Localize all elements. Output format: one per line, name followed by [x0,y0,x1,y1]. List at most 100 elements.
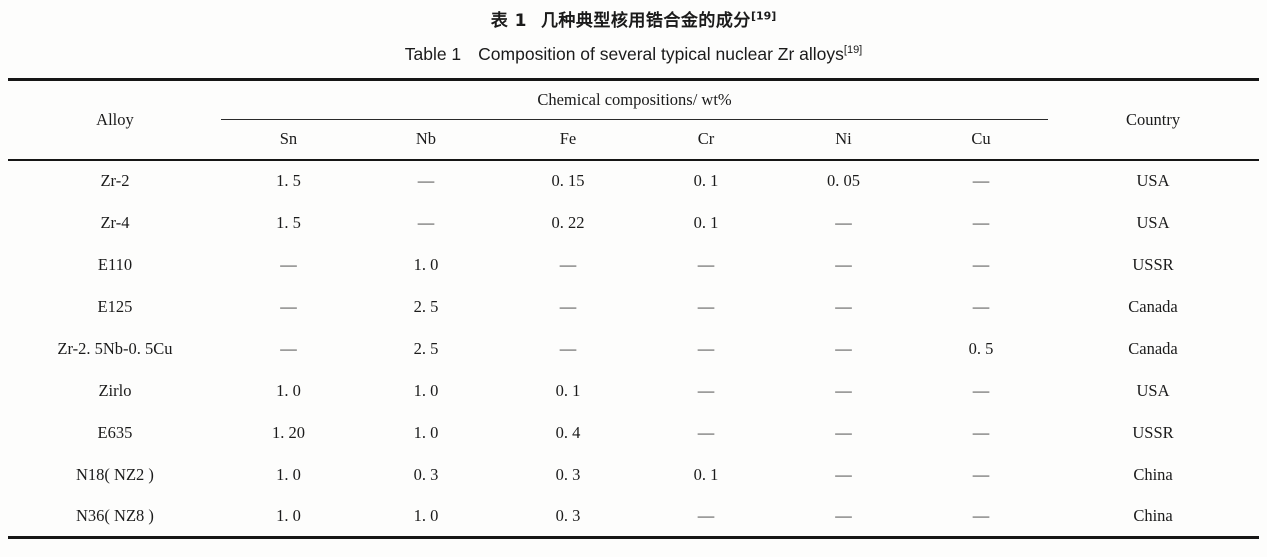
country-cell: Canada [1128,296,1178,316]
composition-value-cell: — [835,380,852,400]
composition-value-cell: — [559,296,577,316]
composition-value-cell: 1. 20 [271,422,305,442]
table-caption-chinese: 表 1 几种典型核用锆合金的成分[19] [0,0,1267,33]
table-row: Zr-4 1. 5 — 0. 22 0. 1 — — USA [8,202,1258,244]
alloy-composition-table: Alloy Chemical compositions/ wt% Country… [8,78,1259,539]
table-header: Alloy Chemical compositions/ wt% Country… [8,79,1259,161]
composition-value-cell: 0. 1 [693,171,719,190]
col-header-alloy: Alloy [8,79,222,161]
table-row: E110 — 1. 0 — — — — USSR [8,244,1258,286]
composition-value-cell: — [972,171,990,190]
composition-value-cell: — [697,380,715,400]
table-number-cn: 表 1 [490,11,527,31]
alloy-name-cell: Zr-4 [100,212,130,232]
col-header-nb: Nb [355,119,497,161]
table-row: N18( NZ2 ) 1. 0 0. 3 0. 3 0. 1 — — China [8,454,1258,496]
composition-value-cell: 2. 5 [413,338,439,358]
col-header-fe: Fe [496,119,640,161]
col-header-sn: Sn [221,119,356,161]
composition-value-cell: — [972,422,990,442]
composition-value-cell: — [972,254,990,274]
composition-value-cell: 0. 22 [551,212,585,232]
composition-value-cell: 0. 1 [693,212,719,232]
country-cell: China [1133,464,1173,484]
table-caption-english: Table 1 Composition of several typical nu… [0,43,1267,66]
composition-value-cell: 1. 0 [276,464,301,484]
header-row-elements: Sn Nb Fe Cr Ni Cu [8,119,1258,161]
table-number-en: Table 1 [404,44,462,64]
col-group-header-chemical-compositions: Chemical compositions/ wt% [221,79,1048,120]
country-cell: USSR [1132,254,1174,274]
composition-value-cell: — [972,505,990,525]
composition-value-cell: — [280,338,297,358]
composition-value-cell: — [697,505,715,525]
composition-value-cell: — [972,380,990,400]
composition-value-cell: 0. 4 [555,422,581,442]
composition-value-cell: 1. 0 [413,422,439,442]
composition-value-cell: — [280,254,297,274]
composition-value-cell: — [697,254,715,274]
composition-value-cell: 1. 5 [276,171,301,190]
col-header-cu: Cu [914,119,1048,161]
composition-value-cell: — [280,296,297,316]
table-row: Zr-2. 5Nb-0. 5Cu — 2. 5 — — — 0. 5 Canada [8,328,1258,370]
composition-value-cell: — [697,422,715,442]
composition-value-cell: — [835,296,852,316]
table-title-cn: 几种典型核用锆合金的成分 [540,11,751,31]
table-title-en: Composition of several typical nuclear Z… [478,44,844,64]
composition-value-cell: 0. 5 [968,338,994,358]
composition-value-cell: 1. 0 [276,505,301,525]
composition-value-cell: 1. 0 [413,505,439,525]
composition-value-cell: 0. 05 [826,171,860,190]
composition-value-cell: — [835,338,852,358]
country-cell: China [1133,505,1173,525]
alloy-name-cell: N36( NZ8 ) [76,505,154,525]
composition-value-cell: — [417,171,435,190]
composition-value-cell: — [417,212,435,232]
citation-ref-en: [19] [843,44,863,57]
country-cell: USA [1136,171,1170,190]
composition-value-cell: 0. 3 [413,464,439,484]
table-row: Zirlo 1. 0 1. 0 0. 1 — — — USA [8,370,1258,412]
citation-ref-cn: [19] [750,9,777,23]
composition-value-cell: — [835,505,852,525]
composition-value-cell: 1. 5 [276,212,301,232]
alloy-name-cell: N18( NZ2 ) [76,464,154,484]
col-header-cr: Cr [639,119,773,161]
composition-value-cell: 0. 3 [555,464,581,484]
composition-value-cell: — [559,254,577,274]
col-header-country: Country [1047,79,1259,161]
composition-value-cell: — [835,464,852,484]
composition-value-cell: 0. 1 [693,464,719,484]
alloy-name-cell: Zirlo [98,380,132,400]
composition-value-cell: — [972,212,990,232]
composition-value-cell: — [835,212,852,232]
composition-value-cell: 1. 0 [413,380,439,400]
composition-value-cell: — [972,296,990,316]
composition-value-cell: — [972,464,990,484]
table-row: E635 1. 20 1. 0 0. 4 — — — USSR [8,412,1258,454]
alloy-name-cell: Zr-2. 5Nb-0. 5Cu [57,338,173,358]
table-row: E125 — 2. 5 — — — — Canada [8,286,1258,328]
alloy-name-cell: E125 [97,296,133,316]
composition-value-cell: 2. 5 [413,296,439,316]
composition-value-cell: — [835,254,852,274]
composition-value-cell: 0. 1 [555,380,581,400]
composition-value-cell: — [559,338,577,358]
alloy-name-cell: Zr-2 [100,171,130,190]
table-row: N36( NZ8 ) 1. 0 1. 0 0. 3 — — — China [8,496,1258,538]
table-body: Zr-2 1. 5 — 0. 15 0. 1 0. 05 — USA Zr-4 1. 5 — 0. 2… [8,160,1258,538]
country-cell: USSR [1132,422,1174,442]
table-row: Zr-2 1. 5 — 0. 15 0. 1 0. 05 — USA [8,160,1258,202]
country-cell: Canada [1128,338,1178,358]
alloy-name-cell: E635 [97,422,133,442]
composition-value-cell: — [697,338,715,358]
col-header-ni: Ni [772,119,915,161]
composition-value-cell: 0. 15 [551,171,585,190]
country-cell: USA [1136,212,1170,232]
composition-value-cell: — [697,296,715,316]
alloy-name-cell: E110 [97,254,133,274]
composition-value-cell: 1. 0 [276,380,301,400]
composition-value-cell: — [835,422,852,442]
